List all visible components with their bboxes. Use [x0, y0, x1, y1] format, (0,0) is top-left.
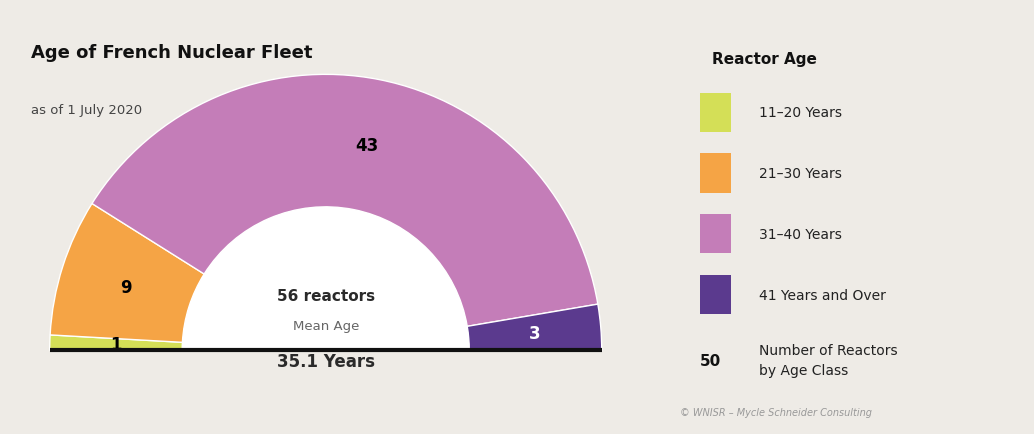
Text: Age of French Nuclear Fleet: Age of French Nuclear Fleet [31, 43, 312, 61]
Text: 56 reactors: 56 reactors [277, 288, 374, 303]
Text: 35.1 Years: 35.1 Years [277, 352, 374, 371]
Wedge shape [50, 335, 182, 351]
Wedge shape [92, 75, 598, 326]
Text: as of 1 July 2020: as of 1 July 2020 [31, 104, 142, 117]
Text: Mean Age: Mean Age [293, 319, 359, 332]
Text: 3: 3 [529, 324, 541, 342]
Text: 31–40 Years: 31–40 Years [759, 227, 842, 241]
Text: © WNISR – Mycle Schneider Consulting: © WNISR – Mycle Schneider Consulting [680, 407, 873, 417]
Text: 41 Years and Over: 41 Years and Over [759, 288, 886, 302]
FancyBboxPatch shape [700, 93, 731, 132]
Text: Number of Reactors
by Age Class: Number of Reactors by Age Class [759, 343, 898, 377]
Text: 1: 1 [111, 336, 122, 354]
Text: 9: 9 [120, 278, 131, 296]
Wedge shape [467, 304, 602, 351]
FancyBboxPatch shape [700, 154, 731, 193]
FancyBboxPatch shape [700, 276, 731, 315]
Wedge shape [182, 207, 469, 351]
FancyBboxPatch shape [700, 215, 731, 254]
Text: Reactor Age: Reactor Age [711, 52, 817, 67]
Wedge shape [50, 204, 204, 342]
Text: 21–30 Years: 21–30 Years [759, 167, 842, 181]
Text: 50: 50 [700, 353, 722, 368]
Text: 11–20 Years: 11–20 Years [759, 106, 842, 120]
Text: 43: 43 [355, 136, 378, 154]
